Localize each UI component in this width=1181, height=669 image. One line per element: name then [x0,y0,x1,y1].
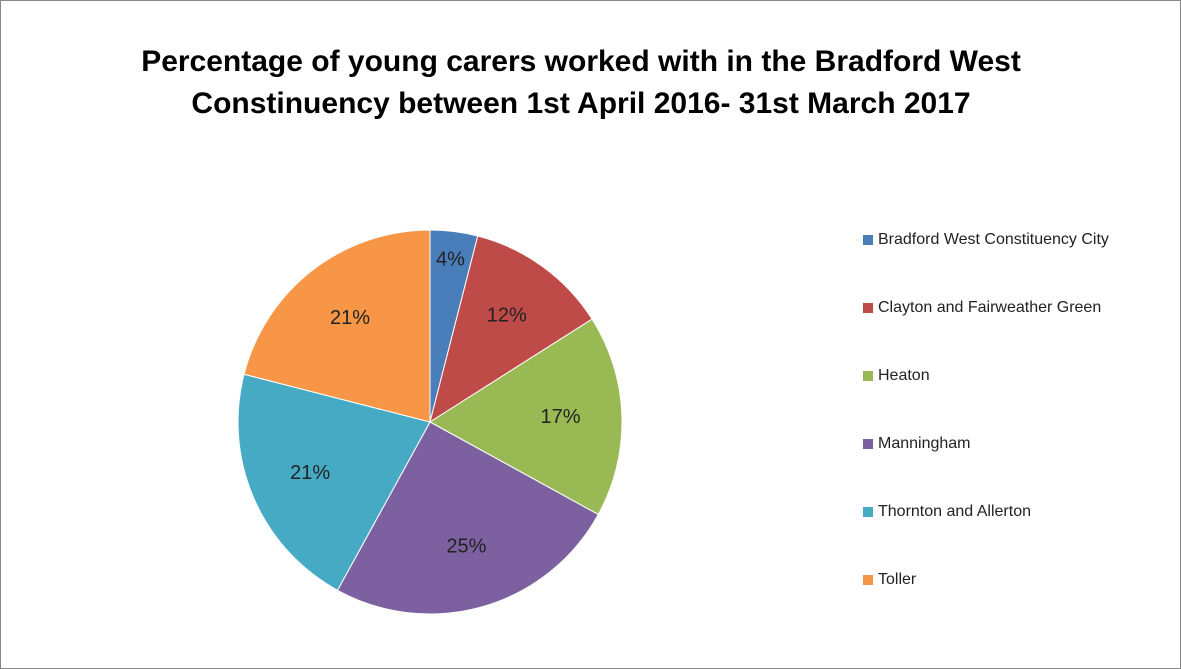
legend-item: Toller [863,569,1163,637]
legend-item: Heaton [863,365,1163,433]
legend-label: Bradford West Constituency City [878,231,1109,248]
pie-slice [237,373,431,591]
legend-item: Clayton and Fairweather Green [863,297,1163,365]
pie-slice [243,229,431,423]
legend-swatch [863,235,873,245]
legend-swatch [863,507,873,517]
legend-swatch [863,439,873,449]
legend-swatch [863,575,873,585]
pie-slice [429,318,623,516]
pie-slice [336,421,599,615]
data-label: 21% [330,307,370,329]
legend-label: Thornton and Allerton [878,503,1031,520]
legend: Bradford West Constituency City Clayton a… [863,229,1163,637]
legend-label: Manningham [878,435,971,452]
pie-slice [429,235,593,424]
legend-label: Toller [878,571,917,588]
data-label: 17% [540,406,580,428]
data-label: 25% [446,536,486,558]
data-label: 12% [487,305,527,327]
legend-swatch [863,303,873,313]
legend-swatch [863,371,873,381]
chart-title: Percentage of young carers worked with i… [141,45,1021,120]
data-label: 4% [436,248,465,270]
data-label: 21% [290,462,330,484]
legend-label: Clayton and Fairweather Green [878,299,1102,316]
legend-item: Thornton and Allerton [863,501,1163,569]
legend-item: Bradford West Constituency City [863,229,1163,297]
legend-item: Manningham [863,433,1163,501]
legend-label: Heaton [878,367,930,384]
